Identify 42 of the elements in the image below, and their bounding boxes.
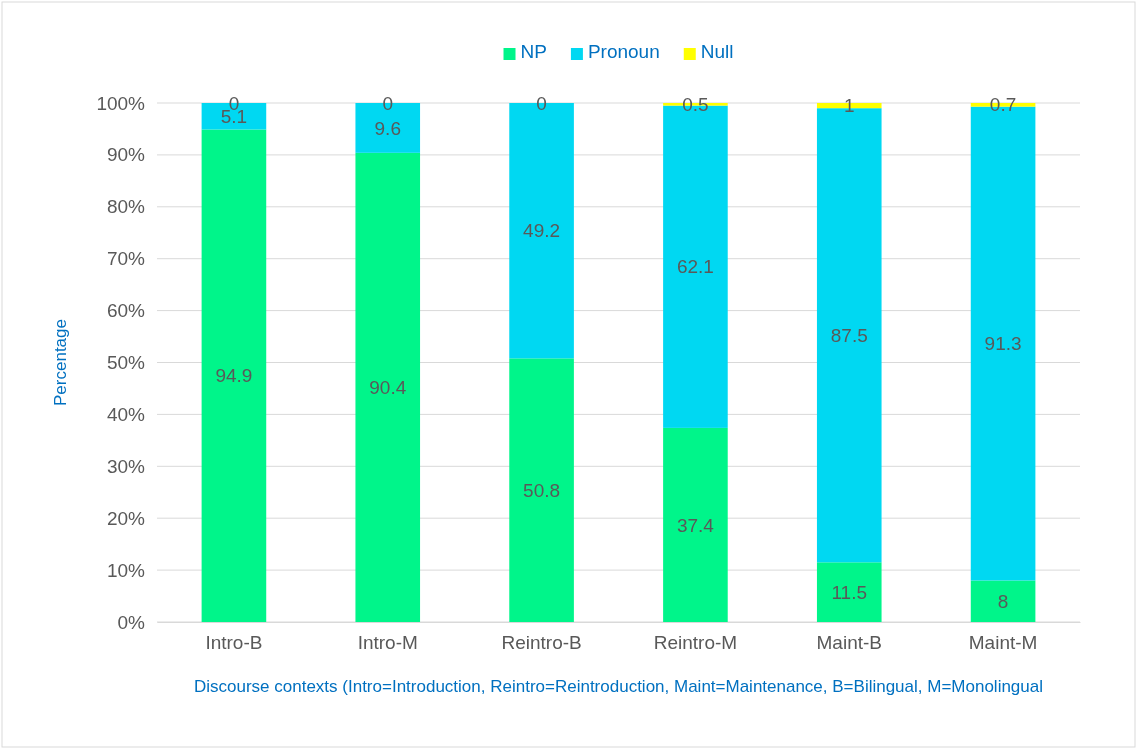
legend-label: NP xyxy=(520,41,547,62)
y-tick-label: 60% xyxy=(106,300,146,322)
data-label: 50.8 xyxy=(523,479,561,501)
x-tick-label: Intro-M xyxy=(357,632,418,654)
data-label: 0.5 xyxy=(682,93,709,115)
data-label: 49.2 xyxy=(523,220,561,242)
data-label: 8 xyxy=(997,590,1009,612)
data-label: 11.5 xyxy=(831,581,868,603)
legend-label: Null xyxy=(700,41,734,62)
data-label: 87.5 xyxy=(830,324,868,346)
y-tick-label: 50% xyxy=(106,352,146,374)
data-label: 90.4 xyxy=(369,377,407,399)
bar xyxy=(663,427,728,622)
y-tick-label: 90% xyxy=(106,144,146,166)
data-label: 62.1 xyxy=(676,256,714,278)
bar xyxy=(201,129,267,622)
data-label: 0.7 xyxy=(989,94,1017,116)
x-tick-label: Reintro-B xyxy=(501,632,582,654)
y-tick-label: 30% xyxy=(106,455,146,477)
legend-label: Pronoun xyxy=(587,41,660,62)
bar xyxy=(970,580,1036,622)
y-tick-label: 100% xyxy=(96,92,146,114)
y-tick-label: 10% xyxy=(106,559,146,581)
data-label: 9.6 xyxy=(374,117,401,139)
bar xyxy=(816,562,882,622)
y-tick-label: 20% xyxy=(106,507,146,529)
bar xyxy=(509,358,574,622)
y-tick-label: 70% xyxy=(106,248,146,270)
x-tick-label: Intro-B xyxy=(205,632,263,654)
data-label: 94.9 xyxy=(215,365,253,387)
x-axis-title: Discourse contexts (Intro=Introduction, Reintro=Reintroduction, Maint=Maintenance, B=Bilingual, M=Monolingual xyxy=(193,677,1044,696)
y-tick-label: 80% xyxy=(106,196,146,218)
data-label: 1 xyxy=(843,95,855,117)
x-tick-label: Reintro-M xyxy=(653,632,738,654)
x-tick-label: Maint-B xyxy=(816,632,882,654)
data-label: 37.4 xyxy=(676,514,715,536)
y-tick-label: 0% xyxy=(117,611,146,633)
data-label: 91.3 xyxy=(984,333,1022,355)
y-tick-label: 40% xyxy=(106,403,146,425)
x-tick-label: Maint-M xyxy=(968,632,1038,654)
y-axis-title: Percentage xyxy=(51,319,70,406)
bar xyxy=(355,152,421,622)
